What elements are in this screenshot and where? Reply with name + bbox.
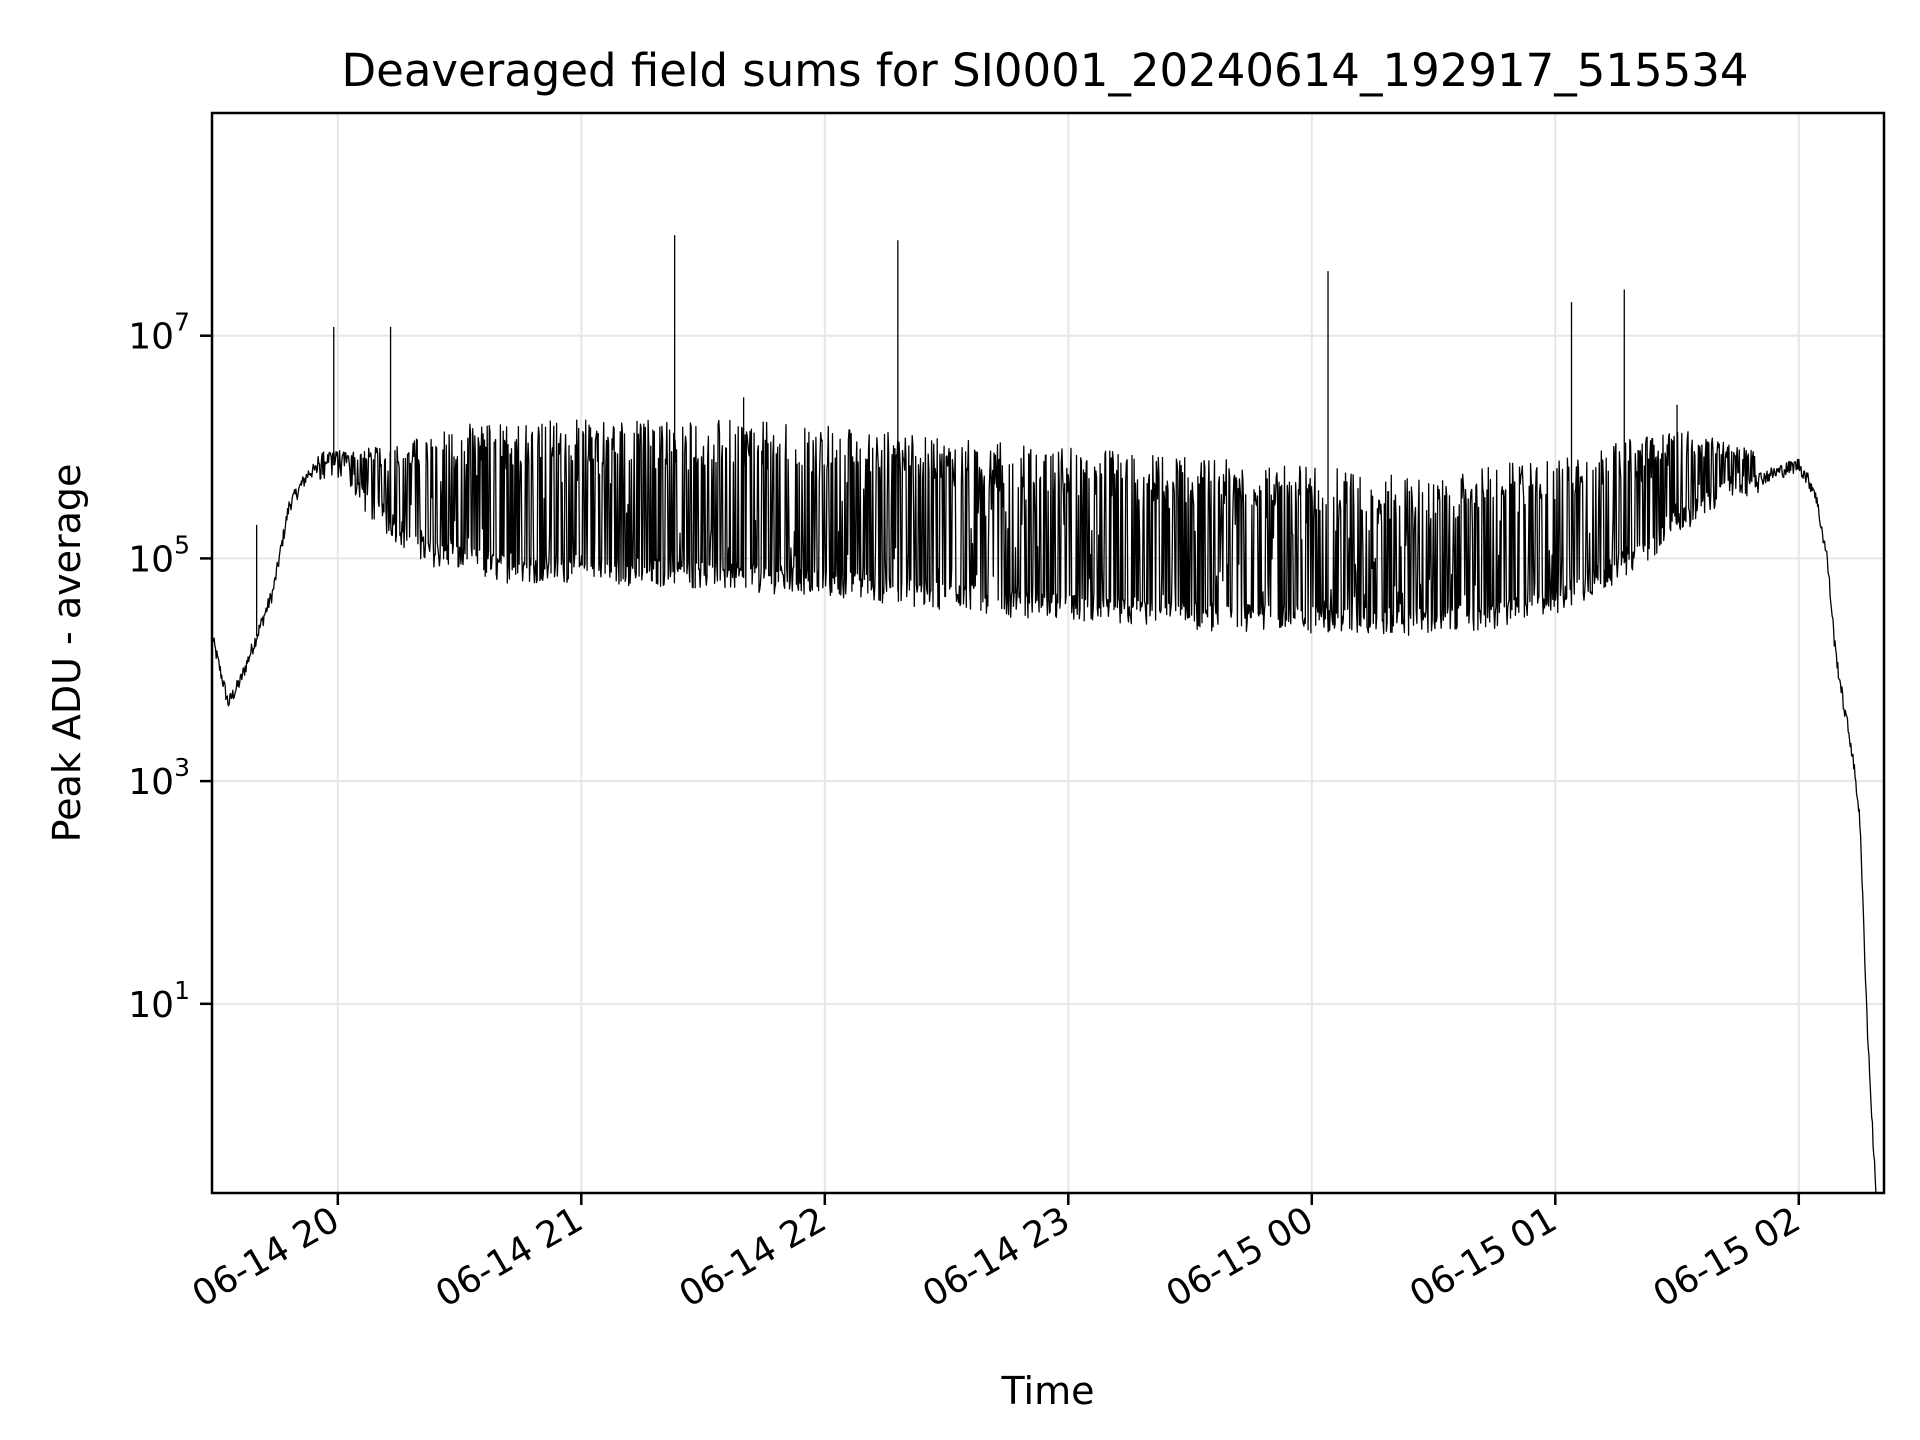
plot-frame <box>210 111 1886 1195</box>
x-tick-label: 06-14 22 <box>673 1199 834 1315</box>
y-tick-label: 103 <box>128 753 190 803</box>
data-series <box>211 235 1877 1194</box>
x-axis: 06-14 20 06-14 21 06-14 22 06-14 23 06-15 00… <box>186 1193 1808 1316</box>
series-line <box>211 419 1877 1194</box>
x-tick-label: 06-14 21 <box>429 1199 590 1315</box>
x-tick-label: 06-15 02 <box>1647 1199 1808 1315</box>
grid-lines <box>212 113 1884 1193</box>
y-axis: 101 103 105 107 <box>128 308 212 1026</box>
chart-title: Deaveraged field sums for SI0001_2024061… <box>341 44 1748 97</box>
y-tick-label: 101 <box>128 976 190 1026</box>
x-tick-label: 06-15 01 <box>1403 1199 1564 1315</box>
y-tick-label: 107 <box>128 308 190 358</box>
y-tick-label: 105 <box>128 530 190 580</box>
x-tick-label: 06-14 20 <box>186 1199 347 1315</box>
x-axis-label: Time <box>1001 1369 1095 1413</box>
x-tick-label: 06-15 00 <box>1160 1199 1321 1315</box>
y-axis-label: Peak ADU - average <box>45 464 89 843</box>
x-tick-label: 06-14 23 <box>916 1199 1077 1315</box>
